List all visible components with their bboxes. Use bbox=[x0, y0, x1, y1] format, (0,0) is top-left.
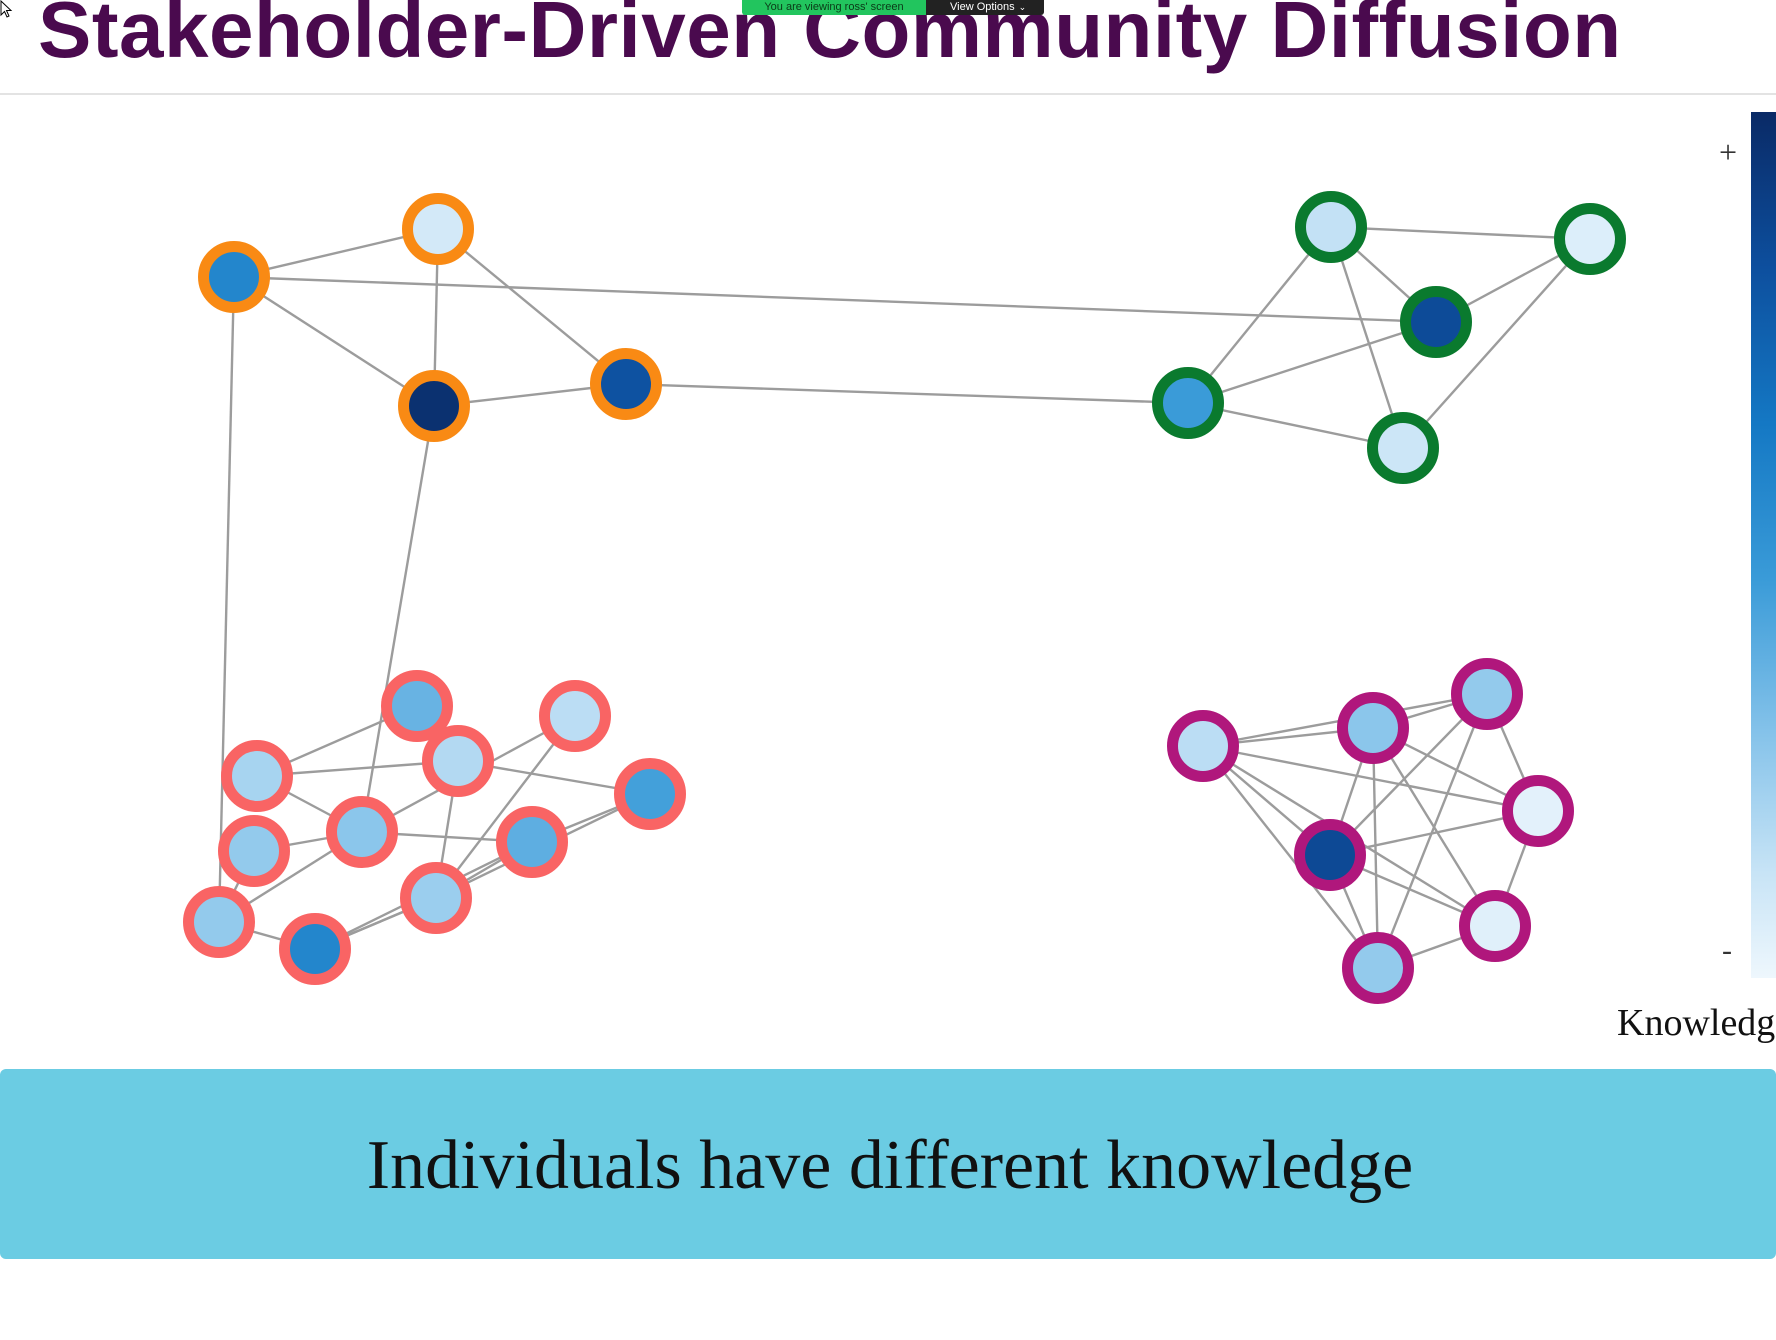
edge-m2-m7 bbox=[1202, 745, 1379, 969]
view-options-button[interactable]: View Options ⌄ bbox=[926, 0, 1044, 15]
edge-g2-g5 bbox=[1402, 238, 1591, 449]
network-diagram bbox=[183, 191, 1626, 1004]
colorbar-label: Knowledg bbox=[1617, 1002, 1776, 1044]
node-green-g3 bbox=[1400, 286, 1472, 358]
node-coral-r6 bbox=[326, 796, 398, 868]
screen-share-notice: You are viewing ross' screen bbox=[742, 0, 926, 15]
colorbar-plus-label: + bbox=[1719, 134, 1738, 170]
edge-o4-g4 bbox=[625, 382, 1189, 405]
node-coral-r5 bbox=[614, 758, 686, 830]
edge-m3-m6 bbox=[1371, 727, 1497, 927]
mouse-cursor-icon bbox=[0, 0, 13, 18]
colorbar-minus-label: - bbox=[1722, 934, 1732, 967]
node-green-g1 bbox=[1295, 191, 1367, 263]
node-coral-r1 bbox=[221, 740, 293, 812]
edge-g1-g4 bbox=[1187, 226, 1332, 404]
edge-o1-o3 bbox=[233, 275, 435, 408]
screen-share-bar: You are viewing ross' screen View Option… bbox=[742, 0, 1044, 15]
edge-o2-o4 bbox=[437, 228, 627, 385]
nodes-layer bbox=[183, 191, 1626, 1004]
node-magenta-m4 bbox=[1502, 775, 1574, 847]
caption-band bbox=[0, 1069, 1776, 1259]
node-coral-r8 bbox=[496, 806, 568, 878]
edge-g1-g5 bbox=[1329, 226, 1405, 449]
view-options-label: View Options bbox=[950, 1, 1015, 13]
node-coral-r3 bbox=[539, 680, 611, 752]
node-orange-o3 bbox=[398, 370, 470, 442]
knowledge-colorbar bbox=[1751, 112, 1776, 978]
edge-g3-g4 bbox=[1187, 320, 1437, 405]
node-coral-r2 bbox=[381, 670, 453, 742]
edge-g4-g5 bbox=[1187, 401, 1404, 450]
edge-g1-g2 bbox=[1330, 225, 1591, 241]
node-magenta-m3 bbox=[1337, 692, 1409, 764]
node-green-g5 bbox=[1367, 412, 1439, 484]
node-magenta-m6 bbox=[1459, 890, 1531, 962]
node-coral-r9 bbox=[400, 862, 472, 934]
slide-caption: Individuals have different knowledge bbox=[366, 1127, 1414, 1204]
edge-m1-m5 bbox=[1329, 693, 1488, 856]
node-orange-o4 bbox=[590, 348, 662, 420]
chevron-down-icon: ⌄ bbox=[1018, 2, 1027, 12]
edges-layer bbox=[217, 225, 1591, 970]
edge-m3-m7 bbox=[1371, 727, 1380, 969]
edge-o1-g3 bbox=[233, 275, 1437, 324]
node-magenta-m2 bbox=[1167, 710, 1239, 782]
node-coral-r7 bbox=[218, 815, 290, 887]
node-green-g2 bbox=[1554, 203, 1626, 275]
edge-o1-r10 bbox=[217, 276, 236, 923]
node-coral-r11 bbox=[279, 913, 351, 985]
node-magenta-m5 bbox=[1294, 819, 1366, 891]
node-orange-o2 bbox=[402, 193, 474, 265]
edge-m2-m4 bbox=[1202, 744, 1539, 813]
node-coral-r10 bbox=[183, 886, 255, 958]
edge-r3-r9 bbox=[435, 715, 576, 899]
edge-m1-m7 bbox=[1376, 693, 1489, 969]
node-coral-r4 bbox=[422, 725, 494, 797]
edge-o3-r6 bbox=[360, 405, 436, 833]
node-orange-o1 bbox=[198, 241, 270, 313]
node-magenta-m7 bbox=[1342, 932, 1414, 1004]
title-divider bbox=[0, 93, 1776, 95]
node-green-g4 bbox=[1152, 367, 1224, 439]
node-magenta-m1 bbox=[1451, 658, 1523, 730]
